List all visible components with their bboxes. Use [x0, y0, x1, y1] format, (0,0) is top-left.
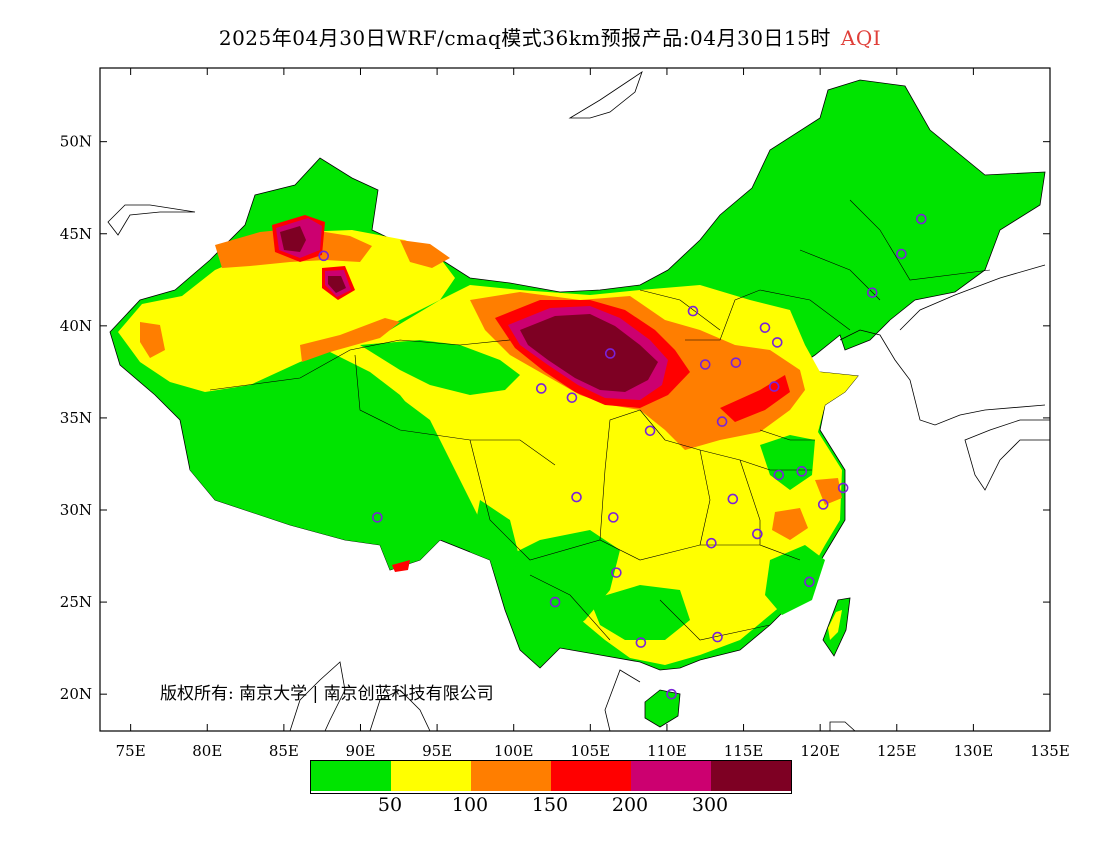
x-tick-label: 115E [724, 742, 764, 760]
aqi-legend [310, 760, 792, 794]
region-green-guangxi [590, 585, 690, 640]
x-tick-label: 130E [954, 742, 994, 760]
station-marker [687, 305, 699, 317]
station-marker [549, 596, 561, 608]
legend-label: 50 [377, 794, 403, 816]
legend-swatch [471, 761, 551, 791]
station-marker [699, 359, 711, 370]
legend-label: 100 [451, 794, 489, 816]
station-marker [915, 213, 927, 225]
station-marker [837, 482, 849, 494]
taiwan-yellow [828, 610, 842, 640]
station-marker [644, 425, 656, 437]
station-marker [730, 357, 742, 368]
x-tick-label: 90E [345, 742, 375, 760]
title-variable: AQI [840, 26, 882, 50]
map-frame [99, 67, 1051, 732]
x-axis: 75E 80E 85E 90E 95E 100E 105E 110E 115E 120E 125E 1… [116, 68, 1070, 760]
region-orange-jiangxi [772, 508, 808, 540]
x-tick-label: 100E [494, 742, 534, 760]
region-orange-jiangsu [815, 478, 842, 505]
region-yellow-xinjiang [118, 230, 455, 392]
y-tick-label: 45N [60, 225, 92, 243]
station-marker [768, 381, 780, 392]
legend-swatch [391, 761, 471, 791]
legend-swatch [551, 761, 631, 791]
station-marker [706, 537, 717, 549]
region-green-fujian [765, 545, 825, 615]
x-tick-label: 110E [647, 742, 687, 760]
station-marker [716, 416, 728, 427]
station-marker [666, 688, 677, 700]
region-maroon-north [520, 314, 658, 392]
hainan-island [644, 689, 681, 728]
station-marker [318, 250, 330, 262]
neighbor-coastlines [107, 71, 1050, 731]
station-marker [712, 631, 723, 643]
region-green-qinghai [360, 340, 520, 395]
y-tick-label: 20N [60, 685, 92, 703]
legend-swatch [711, 761, 791, 791]
x-tick-label: 120E [800, 742, 840, 760]
x-tick-label: 135E [1030, 742, 1070, 760]
legend-label: 300 [691, 794, 729, 816]
station-marker [817, 499, 829, 510]
legend-swatch [311, 761, 391, 791]
x-tick-label: 105E [571, 742, 611, 760]
station-marker [727, 493, 739, 505]
station-marker [571, 491, 582, 503]
region-maroon-xinjiang-a [280, 226, 306, 252]
region-green-yunnan [470, 500, 520, 590]
legend-swatch [631, 761, 711, 791]
legend-label: 200 [611, 794, 649, 816]
y-tick-label: 50N [60, 133, 92, 151]
y-tick-label: 40N [60, 317, 92, 335]
x-tick-label: 95E [422, 742, 452, 760]
copyright-text: 版权所有: 南京大学 | 南京创蓝科技有限公司 [160, 684, 494, 704]
city-stations [318, 213, 927, 700]
aqi-legend-labels: 50 100 150 200 300 [310, 794, 792, 820]
station-marker [608, 512, 619, 523]
station-marker [604, 348, 616, 359]
region-green-southwest [500, 530, 620, 640]
y-tick-label: 35N [60, 409, 92, 427]
x-tick-label: 85E [269, 742, 299, 760]
y-tick-label: 30N [60, 501, 92, 519]
y-tick-label: 25N [60, 593, 92, 611]
station-marker [773, 469, 785, 481]
y-axis: 50N 45N 40N 35N 30N 25N 20N [60, 133, 1050, 703]
region-red-henan [720, 375, 790, 422]
station-marker [759, 322, 771, 333]
station-marker [896, 248, 907, 260]
region-orange-xinjiang-south [300, 318, 400, 362]
station-marker [611, 567, 622, 578]
station-marker [866, 287, 878, 298]
station-marker [635, 637, 647, 648]
legend-label: 150 [531, 794, 569, 816]
station-marker [372, 512, 383, 523]
province-boundaries [209, 199, 991, 641]
region-orange-gansu [400, 240, 450, 268]
title-text: 2025年04月30日WRF/cmaq模式36km预报产品:04月30日15时 [218, 26, 831, 50]
station-marker [752, 528, 763, 540]
x-tick-label: 75E [116, 742, 146, 760]
region-maroon-xinjiang-b [328, 276, 346, 293]
map-layers [107, 71, 1050, 731]
station-marker [804, 576, 815, 588]
map-title: 2025年04月30日WRF/cmaq模式36km预报产品:04月30日15时 A… [0, 22, 1100, 51]
x-tick-label: 125E [877, 742, 917, 760]
region-green-tibet [190, 385, 490, 570]
station-marker [771, 337, 783, 348]
x-tick-label: 80E [192, 742, 222, 760]
region-orange-xinjiang-west [140, 322, 165, 358]
station-marker [796, 466, 808, 477]
region-red-tibet-spot [392, 560, 410, 572]
station-marker [535, 383, 547, 394]
station-marker [566, 392, 578, 403]
